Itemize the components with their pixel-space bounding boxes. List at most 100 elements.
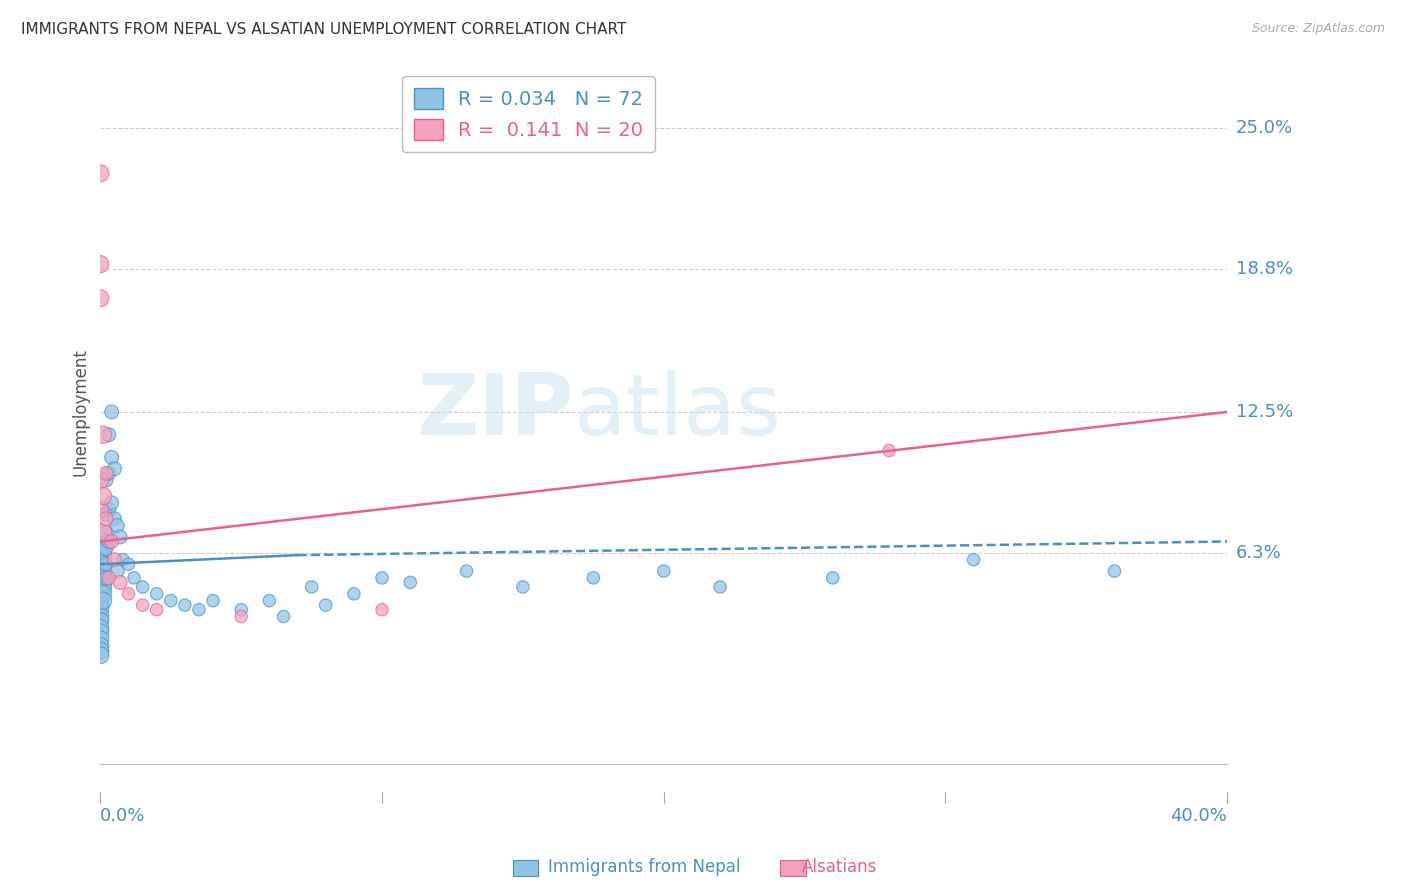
Point [89, 552, 111, 566]
Point [371, 603, 394, 617]
Text: IMMIGRANTS FROM NEPAL VS ALSATIAN UNEMPLOYMENT CORRELATION CHART: IMMIGRANTS FROM NEPAL VS ALSATIAN UNEMPL… [21, 22, 627, 37]
Point [103, 462, 125, 476]
Point [122, 571, 145, 585]
Point [89, 546, 111, 560]
Point [89, 621, 111, 635]
Text: 18.8%: 18.8% [1236, 260, 1292, 277]
Text: 0.0%: 0.0% [100, 806, 146, 824]
Point [202, 593, 225, 607]
Point [89, 587, 111, 601]
Point [91, 548, 114, 562]
Point [94, 525, 117, 540]
Point [94, 571, 117, 585]
Point [582, 571, 605, 585]
Point [145, 603, 167, 617]
Point [187, 603, 209, 617]
Point [145, 587, 167, 601]
Point [399, 575, 422, 590]
Point [512, 580, 534, 594]
Point [89, 598, 111, 612]
Point [91, 593, 114, 607]
Point [97, 467, 120, 481]
Text: ZIP: ZIP [416, 370, 574, 453]
Text: Immigrants from Nepal: Immigrants from Nepal [548, 858, 741, 876]
Point [962, 552, 984, 566]
Point [89, 257, 111, 271]
Point [91, 525, 114, 540]
Point [301, 580, 323, 594]
Point [91, 558, 114, 572]
Point [91, 580, 114, 594]
Point [343, 587, 366, 601]
Point [456, 564, 478, 578]
Point [89, 593, 111, 607]
Point [100, 405, 122, 419]
Point [100, 450, 122, 465]
Point [117, 587, 139, 601]
Point [111, 552, 134, 566]
Point [89, 603, 111, 617]
Point [91, 489, 114, 503]
Point [91, 534, 114, 549]
Point [94, 558, 117, 572]
Point [91, 541, 114, 556]
Point [231, 609, 253, 624]
Point [231, 603, 253, 617]
Point [91, 575, 114, 590]
Point [89, 648, 111, 662]
Point [91, 564, 114, 578]
Point [821, 571, 844, 585]
Point [89, 614, 111, 628]
Point [89, 564, 111, 578]
Text: Source: ZipAtlas.com: Source: ZipAtlas.com [1251, 22, 1385, 36]
Point [103, 512, 125, 526]
Point [108, 575, 131, 590]
Point [97, 427, 120, 442]
Point [97, 571, 120, 585]
Point [89, 580, 111, 594]
Text: 6.3%: 6.3% [1236, 544, 1281, 562]
Point [709, 580, 731, 594]
Point [89, 571, 111, 585]
Point [91, 427, 114, 442]
Point [652, 564, 675, 578]
Point [89, 643, 111, 657]
Point [94, 507, 117, 521]
Point [94, 467, 117, 481]
Point [100, 496, 122, 510]
Point [131, 580, 153, 594]
Point [89, 166, 111, 180]
Point [259, 593, 281, 607]
Point [97, 502, 120, 516]
Y-axis label: Unemployment: Unemployment [72, 348, 89, 475]
Text: Alsatians: Alsatians [801, 858, 877, 876]
Point [1104, 564, 1126, 578]
Point [89, 291, 111, 305]
Point [89, 639, 111, 653]
Point [89, 632, 111, 647]
Text: 25.0%: 25.0% [1236, 119, 1292, 136]
Point [371, 571, 394, 585]
Point [89, 541, 111, 556]
Point [89, 609, 111, 624]
Text: atlas: atlas [574, 370, 782, 453]
Point [117, 558, 139, 572]
Point [89, 558, 111, 572]
Text: 40.0%: 40.0% [1170, 806, 1227, 824]
Point [315, 598, 337, 612]
Point [159, 593, 181, 607]
Point [877, 443, 900, 458]
Point [94, 473, 117, 487]
Point [89, 575, 111, 590]
Point [131, 598, 153, 612]
Point [273, 609, 295, 624]
Point [89, 502, 111, 516]
Point [103, 552, 125, 566]
Point [100, 534, 122, 549]
Legend: R = 0.034   N = 72, R =  0.141  N = 20: R = 0.034 N = 72, R = 0.141 N = 20 [402, 77, 655, 152]
Point [97, 534, 120, 549]
Point [89, 473, 111, 487]
Point [94, 512, 117, 526]
Point [108, 530, 131, 544]
Point [94, 541, 117, 556]
